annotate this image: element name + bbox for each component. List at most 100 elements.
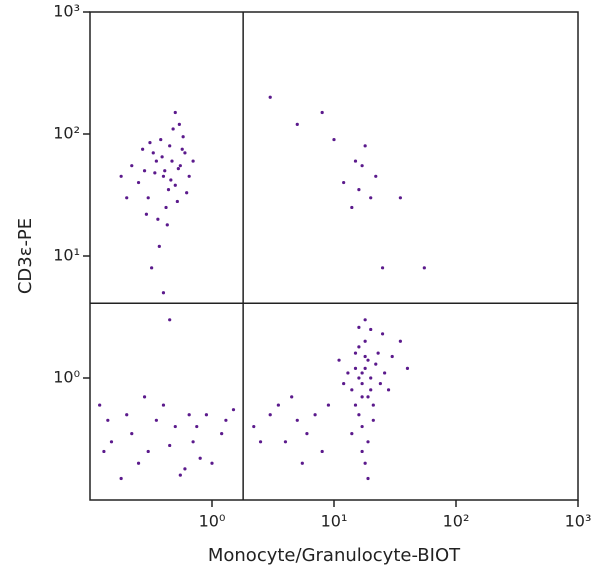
data-point: [168, 144, 172, 148]
data-point: [144, 212, 149, 216]
data-point: [185, 191, 189, 195]
data-point: [168, 443, 172, 448]
data-point: [350, 388, 354, 392]
data-point: [161, 291, 166, 295]
data-point: [156, 217, 160, 221]
data-point: [276, 403, 280, 407]
data-point: [366, 440, 370, 444]
data-point: [363, 318, 367, 322]
data-point: [268, 413, 272, 417]
data-point: [380, 332, 385, 336]
data-point: [350, 432, 354, 436]
data-point: [130, 432, 134, 436]
x-tick-label: 10²: [443, 512, 470, 531]
data-point: [380, 266, 385, 270]
data-point: [136, 180, 141, 185]
data-point: [170, 159, 174, 163]
data-point: [175, 199, 179, 204]
y-tick-label: 10²: [53, 124, 80, 143]
data-point: [360, 381, 364, 386]
data-point: [157, 244, 161, 248]
x-axis-title: Monocyte/Granulocyte-BIOT: [208, 545, 461, 566]
data-point: [159, 137, 163, 142]
data-point: [337, 358, 341, 362]
data-point: [369, 388, 373, 392]
data-point: [357, 188, 361, 192]
data-point: [357, 345, 361, 349]
data-point: [178, 473, 182, 477]
data-point: [363, 339, 367, 343]
data-point: [422, 266, 426, 270]
data-point: [369, 327, 373, 332]
data-point: [371, 403, 375, 407]
y-tick-label: 10³: [53, 2, 80, 21]
data-point: [360, 164, 364, 168]
data-point: [320, 110, 324, 115]
data-point: [283, 440, 288, 444]
data-point: [369, 196, 373, 200]
data-point: [371, 418, 375, 422]
data-point: [252, 424, 256, 429]
data-point: [398, 339, 402, 343]
data-point: [187, 413, 191, 417]
data-point: [353, 403, 358, 407]
data-point: [366, 476, 370, 481]
data-point: [332, 137, 336, 142]
data-point: [363, 461, 367, 465]
data-point: [383, 371, 387, 375]
data-point: [210, 461, 214, 465]
data-point: [142, 395, 147, 399]
y-axis-title: CD3ε-PE: [15, 218, 36, 294]
data-point: [258, 440, 263, 444]
data-point: [357, 413, 361, 417]
data-point: [177, 122, 181, 126]
data-point: [125, 413, 129, 417]
data-point: [181, 135, 185, 139]
data-point: [161, 174, 166, 178]
data-point: [357, 325, 361, 329]
data-point: [268, 95, 272, 99]
data-point: [405, 366, 410, 370]
data-point: [130, 164, 134, 168]
data-point: [148, 141, 152, 145]
data-point: [136, 461, 141, 465]
data-point: [357, 376, 361, 380]
data-point: [198, 456, 202, 460]
data-point: [165, 223, 169, 227]
data-point: [153, 171, 157, 175]
data-point: [180, 147, 184, 151]
data-point: [363, 144, 367, 148]
data-point: [119, 174, 123, 178]
data-point: [191, 440, 195, 444]
data-point: [146, 449, 150, 454]
data-point: [109, 440, 114, 444]
data-point: [290, 395, 294, 399]
x-tick-label: 10¹: [321, 512, 348, 531]
data-point: [374, 362, 378, 366]
data-point: [183, 151, 187, 155]
data-point: [183, 467, 187, 471]
data-point: [363, 366, 367, 370]
data-point: [141, 147, 145, 151]
data-point: [300, 461, 304, 465]
data-point: [398, 196, 402, 200]
data-point: [313, 413, 317, 417]
data-point: [320, 449, 324, 454]
data-point: [376, 351, 380, 355]
data-point: [119, 476, 123, 481]
data-point: [173, 183, 177, 187]
data-point: [154, 159, 158, 163]
data-point: [160, 155, 164, 159]
data-point: [378, 381, 382, 386]
data-point: [169, 178, 173, 182]
data-point: [168, 318, 172, 322]
data-point: [369, 376, 373, 380]
x-tick-label: 10⁰: [199, 512, 226, 531]
data-point: [386, 388, 391, 392]
data-point: [346, 371, 350, 375]
data-point: [342, 180, 346, 185]
data-point: [305, 432, 309, 436]
data-point: [231, 408, 236, 412]
